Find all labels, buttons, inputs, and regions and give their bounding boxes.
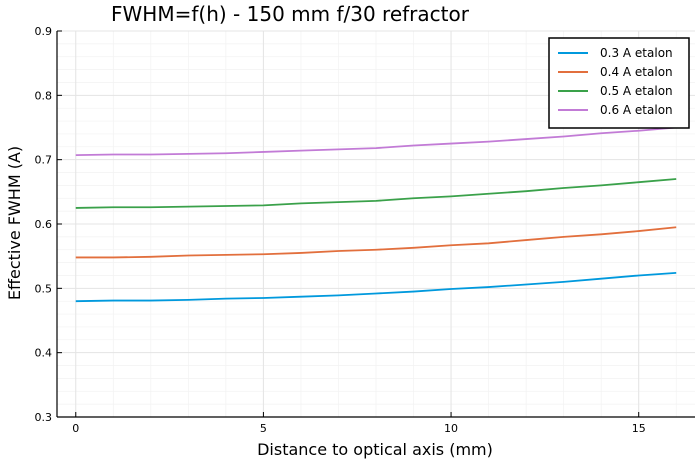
chart-title: FWHM=f(h) - 150 mm f/30 refractor (111, 2, 470, 26)
x-tick-label: 15 (632, 422, 646, 435)
x-tick-label: 0 (72, 422, 79, 435)
tick-labels: 0 5 10 15 0.3 0.4 0.5 0.6 0.7 0.8 0.9 (35, 25, 646, 435)
y-tick-label: 0.7 (35, 154, 53, 167)
legend: 0.3 A etalon 0.4 A etalon 0.5 A etalon 0.6 … (548, 37, 690, 129)
plot-axes (56, 30, 695, 418)
legend-label: 0.3 A etalon (600, 46, 673, 60)
y-tick-label: 0.4 (35, 347, 53, 360)
y-axis-label: Effective FWHM (A) (5, 146, 24, 300)
series-lines (75, 126, 677, 303)
x-axis-label: Distance to optical axis (mm) (257, 440, 493, 459)
y-tick-label: 0.3 (35, 411, 53, 424)
y-tick-label: 0.5 (35, 282, 53, 295)
legend-label: 0.5 A etalon (600, 84, 673, 98)
series-line-1 (75, 271, 677, 303)
series-line-2 (75, 226, 677, 259)
y-tick-label: 0.9 (35, 25, 53, 38)
legend-label: 0.6 A etalon (600, 103, 673, 117)
y-tick-label: 0.8 (35, 89, 53, 102)
series-line-3 (75, 178, 677, 209)
x-tick-label: 5 (260, 422, 267, 435)
y-tick-label: 0.6 (35, 218, 53, 231)
x-tick-label: 10 (444, 422, 458, 435)
series-line-4 (75, 126, 677, 157)
legend-label: 0.4 A etalon (600, 65, 673, 79)
